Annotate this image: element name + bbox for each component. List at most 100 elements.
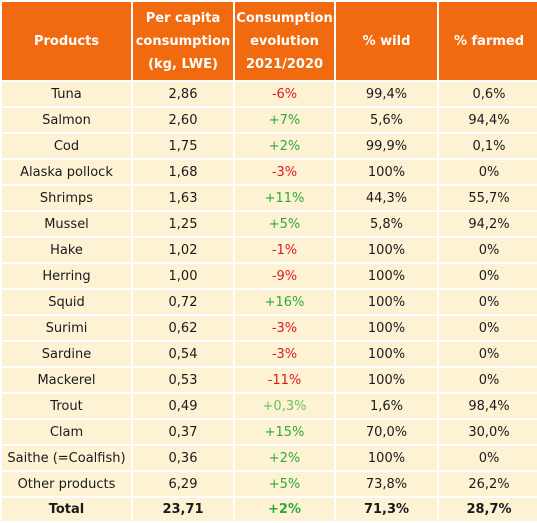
cell-evolution: +16% [235, 290, 334, 314]
header-per-capita-line-2: consumption [135, 33, 231, 49]
cell-consumption: 1,75 [133, 134, 233, 158]
header-evolution-line-3: 2021/2020 [245, 56, 324, 72]
cell-evolution: -6% [235, 82, 334, 106]
cell-product: Cod [2, 134, 131, 158]
cell-evolution: -11% [235, 368, 334, 392]
cell-product: Salmon [2, 108, 131, 132]
cell-consumption: 1,63 [133, 186, 233, 210]
cell-consumption: 0,72 [133, 290, 233, 314]
cell-farmed: 98,4% [439, 394, 537, 418]
cell-evolution: +0,3% [235, 394, 334, 418]
cell-wild: 1,6% [336, 394, 437, 418]
cell-wild: 5,8% [336, 212, 437, 236]
total-farmed: 28,7% [439, 498, 537, 521]
cell-product: Mackerel [2, 368, 131, 392]
cell-product: Surimi [2, 316, 131, 340]
total-evolution: +2% [235, 498, 334, 521]
table-row: Mussel 1,25 +5% 5,8% 94,2% [2, 212, 537, 236]
cell-farmed: 26,2% [439, 472, 537, 496]
table-row: Clam 0,37 +15% 70,0% 30,0% [2, 420, 537, 444]
cell-farmed: 0% [439, 368, 537, 392]
cell-product: Other products [2, 472, 131, 496]
cell-evolution: +11% [235, 186, 334, 210]
header-row: Products Per capita consumption (kg, LWE… [2, 2, 537, 80]
cell-wild: 73,8% [336, 472, 437, 496]
cell-consumption: 6,29 [133, 472, 233, 496]
table-row: Shrimps 1,63 +11% 44,3% 55,7% [2, 186, 537, 210]
table-row: Cod 1,75 +2% 99,9% 0,1% [2, 134, 537, 158]
cell-farmed: 0,1% [439, 134, 537, 158]
cell-wild: 100% [336, 316, 437, 340]
cell-evolution: -1% [235, 238, 334, 262]
total-product: Total [2, 498, 131, 521]
header-per-capita-line-1: Per capita [145, 10, 221, 26]
cell-product: Tuna [2, 82, 131, 106]
cell-evolution: +5% [235, 472, 334, 496]
cell-farmed: 30,0% [439, 420, 537, 444]
table-row: Saithe (=Coalfish) 0,36 +2% 100% 0% [2, 446, 537, 470]
cell-wild: 100% [336, 342, 437, 366]
cell-farmed: 0,6% [439, 82, 537, 106]
header-per-capita: Per capita consumption (kg, LWE) [133, 2, 233, 80]
cell-wild: 100% [336, 446, 437, 470]
cell-wild: 100% [336, 368, 437, 392]
cell-consumption: 0,54 [133, 342, 233, 366]
cell-consumption: 0,49 [133, 394, 233, 418]
cell-farmed: 0% [439, 160, 537, 184]
cell-consumption: 0,62 [133, 316, 233, 340]
cell-consumption: 0,53 [133, 368, 233, 392]
cell-evolution: +2% [235, 134, 334, 158]
cell-consumption: 2,86 [133, 82, 233, 106]
table-row: Sardine 0,54 -3% 100% 0% [2, 342, 537, 366]
cell-wild: 99,4% [336, 82, 437, 106]
table-row: Tuna 2,86 -6% 99,4% 0,6% [2, 82, 537, 106]
cell-wild: 100% [336, 290, 437, 314]
table-row: Herring 1,00 -9% 100% 0% [2, 264, 537, 288]
cell-evolution: +5% [235, 212, 334, 236]
cell-evolution: +7% [235, 108, 334, 132]
header-wild: % wild [336, 2, 437, 80]
cell-farmed: 55,7% [439, 186, 537, 210]
total-row: Total 23,71 +2% 71,3% 28,7% [2, 498, 537, 521]
cell-consumption: 1,25 [133, 212, 233, 236]
cell-wild: 99,9% [336, 134, 437, 158]
cell-product: Clam [2, 420, 131, 444]
cell-product: Herring [2, 264, 131, 288]
cell-wild: 100% [336, 160, 437, 184]
cell-farmed: 0% [439, 290, 537, 314]
cell-farmed: 0% [439, 264, 537, 288]
cell-wild: 100% [336, 238, 437, 262]
cell-consumption: 1,02 [133, 238, 233, 262]
cell-evolution: -3% [235, 160, 334, 184]
cell-product: Trout [2, 394, 131, 418]
cell-farmed: 0% [439, 238, 537, 262]
table-row: Surimi 0,62 -3% 100% 0% [2, 316, 537, 340]
header-evolution-line-2: evolution [250, 33, 319, 49]
table-row: Squid 0,72 +16% 100% 0% [2, 290, 537, 314]
cell-farmed: 0% [439, 316, 537, 340]
cell-product: Alaska pollock [2, 160, 131, 184]
table-row: Alaska pollock 1,68 -3% 100% 0% [2, 160, 537, 184]
cell-wild: 44,3% [336, 186, 437, 210]
table-row: Other products 6,29 +5% 73,8% 26,2% [2, 472, 537, 496]
header-products: Products [2, 2, 131, 80]
cell-product: Hake [2, 238, 131, 262]
table-row: Hake 1,02 -1% 100% 0% [2, 238, 537, 262]
cell-evolution: -3% [235, 342, 334, 366]
table-row: Trout 0,49 +0,3% 1,6% 98,4% [2, 394, 537, 418]
cell-farmed: 94,4% [439, 108, 537, 132]
cell-product: Mussel [2, 212, 131, 236]
table-row: Mackerel 0,53 -11% 100% 0% [2, 368, 537, 392]
cell-consumption: 0,36 [133, 446, 233, 470]
cell-wild: 100% [336, 264, 437, 288]
table-row: Salmon 2,60 +7% 5,6% 94,4% [2, 108, 537, 132]
cell-consumption: 1,00 [133, 264, 233, 288]
header-evolution: Consumption evolution 2021/2020 [235, 2, 334, 80]
cell-evolution: -3% [235, 316, 334, 340]
cell-evolution: +15% [235, 420, 334, 444]
cell-farmed: 0% [439, 342, 537, 366]
total-wild: 71,3% [336, 498, 437, 521]
total-consumption: 23,71 [133, 498, 233, 521]
cell-wild: 5,6% [336, 108, 437, 132]
